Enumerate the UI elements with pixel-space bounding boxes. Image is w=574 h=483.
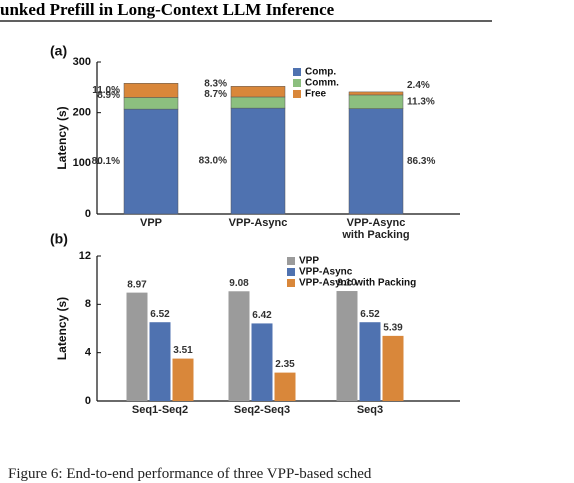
share-label: 83.0% [199, 156, 227, 167]
value-label: 2.35 [275, 359, 295, 370]
share-label: 8.9% [97, 90, 120, 101]
x-tick-label: VPP [139, 217, 162, 229]
legend-label: VPP-Async [299, 267, 353, 278]
share-label: 8.3% [204, 78, 227, 89]
bar-segment [123, 83, 179, 98]
legend-label: Free [305, 89, 327, 100]
bar [359, 322, 381, 401]
value-label: 5.39 [383, 323, 403, 334]
value-label: 3.51 [173, 345, 193, 356]
share-label: 80.1% [92, 156, 120, 167]
x-tick-label: Seq1-Seq2 [131, 404, 189, 416]
bar [228, 291, 250, 401]
bar [274, 372, 296, 401]
y-axis-label: Latency (s) [55, 106, 69, 169]
x-tick-label: Seq3 [356, 404, 384, 416]
bar-segment [123, 97, 179, 110]
x-tick-label: Seq2-Seq3 [233, 404, 291, 416]
share-label: 11.3% [407, 96, 435, 107]
y-tick-label: 300 [73, 56, 91, 68]
value-label: 9.10 [337, 278, 357, 289]
bar [251, 323, 273, 401]
legend-swatch [287, 268, 295, 276]
y-tick-label: 0 [85, 208, 91, 220]
bar-segment [230, 86, 286, 98]
value-label: 9.08 [229, 278, 249, 289]
bar-segment [348, 91, 404, 96]
caption: Figure 6: End-to-end performance of thre… [8, 466, 372, 482]
share-label: 8.7% [204, 89, 227, 100]
legend-label: VPP-Async with Packing [299, 278, 416, 289]
bar [382, 335, 404, 401]
bar [126, 292, 148, 401]
panel-label: (a) [50, 43, 67, 59]
legend-swatch [293, 90, 301, 98]
legend-swatch [293, 79, 301, 87]
bar-segment [123, 108, 179, 215]
y-tick-label: 8 [85, 298, 91, 310]
bar [149, 322, 171, 401]
share-label: 11.0% [92, 85, 120, 96]
x-tick-label: VPP-Async [228, 217, 288, 229]
y-tick-label: 4 [85, 347, 92, 359]
legend-label: VPP [299, 256, 319, 267]
y-tick-label: 200 [73, 107, 91, 119]
legend-swatch [287, 279, 295, 287]
value-label: 6.42 [252, 310, 272, 321]
legend-swatch [293, 68, 301, 76]
y-tick-label: 100 [73, 157, 91, 169]
bar-segment [348, 94, 404, 109]
panel-label: (b) [50, 231, 68, 247]
legend-label: Comm. [305, 78, 339, 89]
y-tick-label: 0 [85, 395, 91, 407]
bar-segment [230, 107, 286, 215]
value-label: 6.52 [150, 309, 170, 320]
bar [336, 291, 358, 401]
y-axis-label: Latency (s) [55, 297, 69, 360]
bar-segment [230, 96, 286, 109]
legend-label: Comp. [305, 67, 336, 78]
bar [172, 358, 194, 401]
bar-segment [348, 108, 404, 215]
legend-swatch [287, 257, 295, 265]
value-label: 8.97 [127, 279, 147, 290]
value-label: 6.52 [360, 309, 380, 320]
header-title: unked Prefill in Long-Context LLM Infere… [0, 0, 335, 19]
y-tick-label: 12 [79, 250, 91, 262]
share-label: 2.4% [407, 80, 430, 91]
x-tick-label: VPP-Async with Packing [342, 217, 410, 241]
share-label: 86.3% [407, 156, 435, 167]
